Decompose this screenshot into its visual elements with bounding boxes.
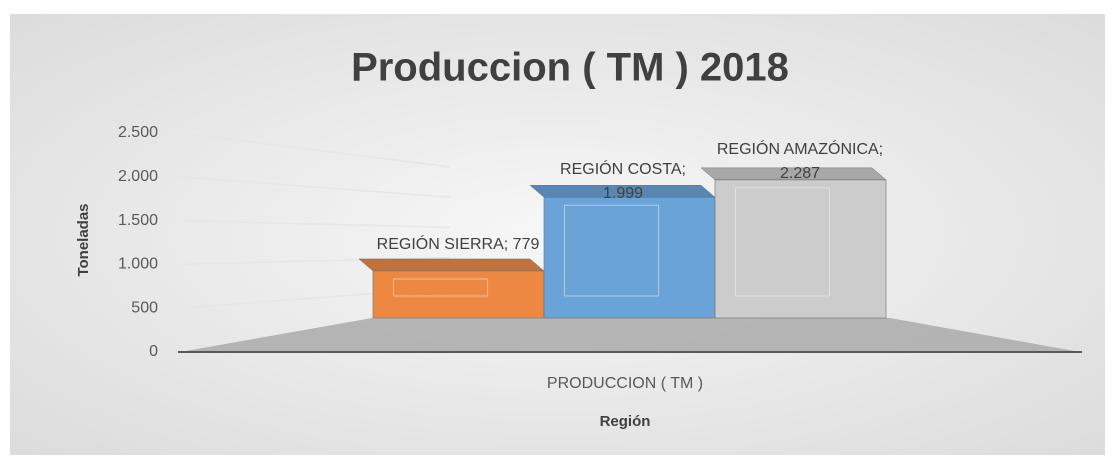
bar-inner bbox=[735, 187, 831, 297]
floor bbox=[180, 318, 1080, 352]
data-label: REGIÓN SIERRA; 779 bbox=[376, 236, 540, 253]
x-tick-label: PRODUCCION ( TM ) bbox=[547, 375, 703, 392]
bar-inner bbox=[393, 278, 489, 297]
y-tick-label: 1.500 bbox=[118, 212, 158, 229]
x-axis-label: Región bbox=[600, 413, 651, 430]
y-tick-label: 2.000 bbox=[118, 168, 158, 185]
y-tick-label: 500 bbox=[131, 299, 158, 316]
data-label: REGIÓN COSTA; 1.999 bbox=[560, 161, 686, 202]
y-tick-label: 1.000 bbox=[118, 256, 158, 273]
bar bbox=[372, 270, 545, 319]
grid-line bbox=[179, 176, 451, 198]
bar bbox=[543, 196, 716, 319]
y-tick-label: 2.500 bbox=[118, 124, 158, 141]
chart-title: Produccion ( TM ) 2018 bbox=[351, 46, 789, 90]
data-label: REGIÓN AMAZÓNICA; 2.287 bbox=[716, 141, 884, 182]
grid-line bbox=[179, 219, 451, 229]
bar bbox=[714, 179, 887, 319]
bar-top bbox=[358, 258, 545, 272]
grid-line bbox=[179, 132, 451, 168]
y-axis-label: Toneladas bbox=[75, 203, 92, 276]
y-tick-label: 0 bbox=[149, 343, 158, 360]
bar-inner bbox=[564, 204, 660, 297]
